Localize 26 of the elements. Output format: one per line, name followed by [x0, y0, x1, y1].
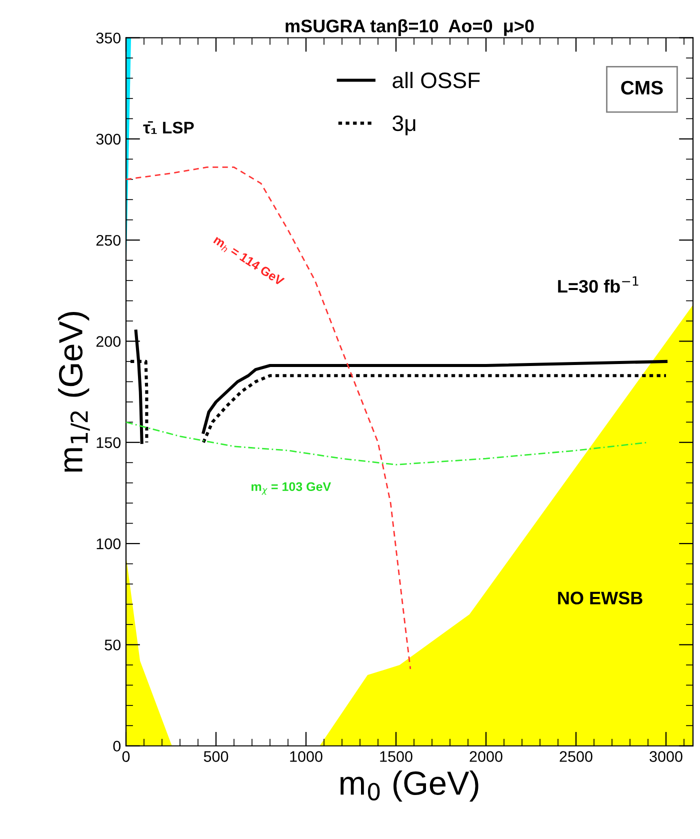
y-tick-label: 150 [96, 437, 121, 448]
annotation: L=30 fb$^{−1}$ [558, 276, 638, 293]
x-tick-label: 500 [204, 751, 228, 762]
annotation: CMS [621, 80, 663, 95]
x-tick-label: 2500 [560, 751, 592, 762]
annotation: m$_{χ}$ = 103 GeV [252, 482, 331, 495]
y-tick-label: 300 [96, 134, 121, 145]
legend-label: 3μ [392, 115, 416, 136]
annotation: NO EWSB [558, 592, 642, 604]
x-tick-label: 1000 [290, 751, 322, 762]
x-tick-label: 2000 [470, 751, 502, 762]
x-tick-label: 3000 [650, 751, 682, 762]
annotation: m$_{h}$ = 114 GeV [212, 235, 285, 288]
y-axis-title: m$_{1/2}$ (GeV) [58, 312, 90, 472]
chart-title: mSUGRA tanβ=10 Ao=0 μ>0 [286, 19, 534, 36]
annotation: τ̄₁ LSP [143, 121, 194, 134]
y-tick-label: 350 [96, 32, 121, 44]
y-tick-label: 0 [113, 740, 121, 752]
y-tick-label: 50 [104, 640, 121, 650]
x-axis-title: m$_{0}$ (GeV) [340, 770, 478, 802]
y-tick-label: 250 [96, 234, 121, 246]
y-tick-label: 200 [96, 336, 121, 347]
x-tick-label: 1500 [380, 751, 412, 762]
y-tick-label: 100 [96, 538, 121, 550]
x-tick-label: 0 [122, 751, 130, 762]
legend-label: all OSSF [392, 72, 480, 88]
